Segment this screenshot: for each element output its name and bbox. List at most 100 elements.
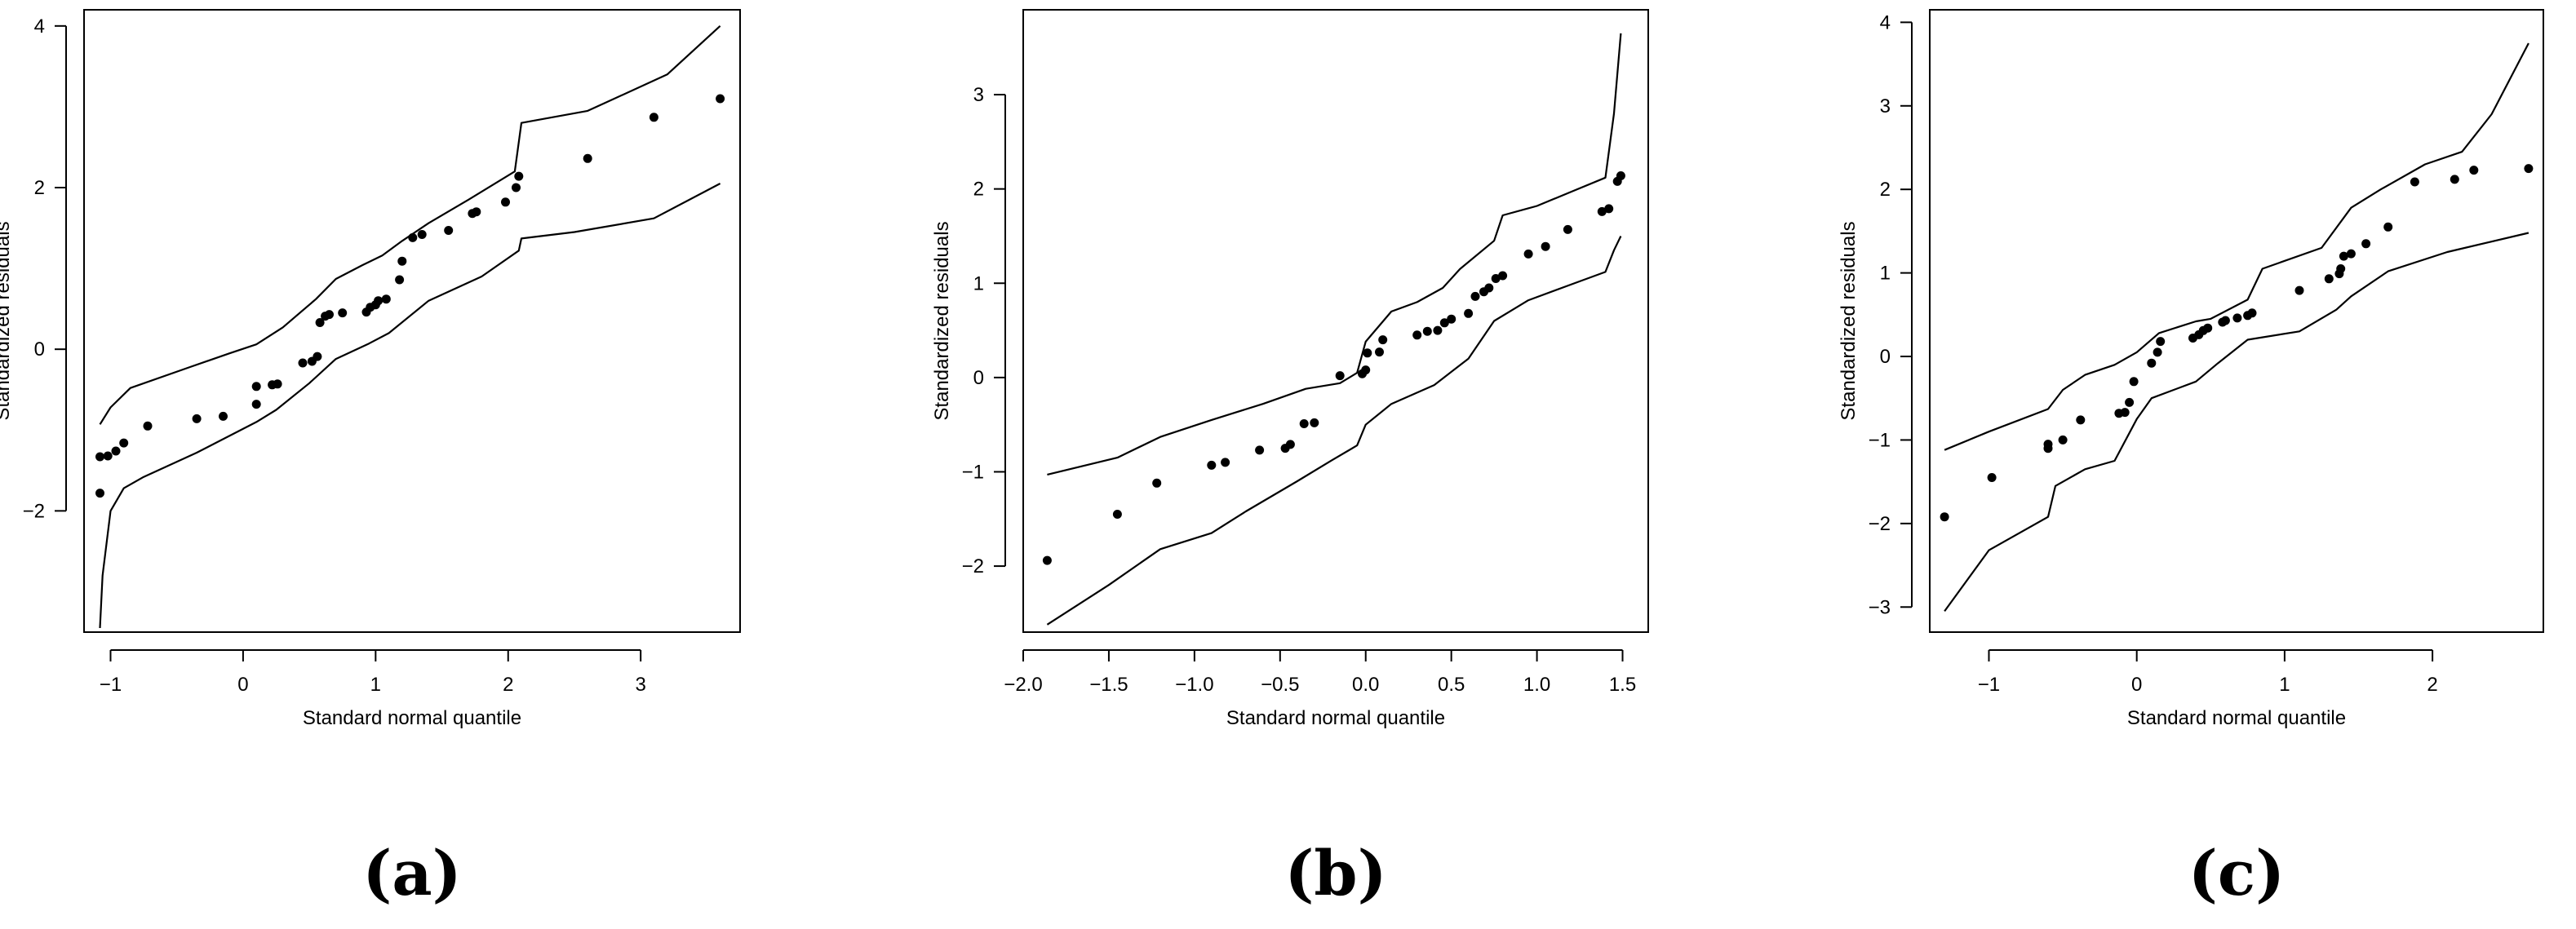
data-point bbox=[1375, 347, 1384, 357]
data-point bbox=[1563, 224, 1572, 234]
x-tick-label: −2.0 bbox=[1004, 674, 1042, 696]
data-point bbox=[143, 421, 153, 431]
data-point bbox=[501, 197, 510, 207]
data-point bbox=[2450, 175, 2459, 184]
data-point bbox=[251, 400, 261, 409]
data-point bbox=[2469, 166, 2479, 175]
data-point bbox=[1361, 365, 1371, 375]
data-point bbox=[1597, 206, 1607, 216]
x-tick-label: −0.5 bbox=[1261, 674, 1299, 696]
panel-label: (a) bbox=[362, 837, 461, 909]
x-tick-label: −1 bbox=[100, 674, 122, 696]
data-point bbox=[1604, 204, 1614, 214]
data-point bbox=[583, 153, 592, 163]
y-tick-label: 1 bbox=[973, 272, 984, 294]
data-point bbox=[219, 411, 228, 421]
data-point bbox=[1541, 241, 1550, 251]
data-point bbox=[1484, 283, 1494, 293]
x-tick-label: 2 bbox=[2427, 674, 2437, 696]
panel-c: −1 0 1 2 −3 −2 −1 0 1 2 3 4 Standard normal quantile… bbox=[1838, 9, 2544, 909]
panel-label: (c) bbox=[2188, 837, 2285, 909]
data-point bbox=[649, 113, 658, 122]
data-point bbox=[2147, 358, 2157, 368]
data-point bbox=[2294, 285, 2304, 295]
x-tick-label: 1 bbox=[370, 674, 381, 696]
data-point bbox=[2383, 222, 2393, 232]
data-point bbox=[397, 256, 407, 266]
data-point bbox=[514, 171, 524, 181]
data-point bbox=[2043, 440, 2053, 449]
data-point bbox=[2203, 323, 2213, 333]
data-point bbox=[1616, 171, 1625, 180]
data-point bbox=[111, 446, 121, 456]
data-point bbox=[408, 232, 418, 242]
data-point bbox=[1363, 348, 1372, 358]
data-point bbox=[417, 230, 427, 239]
x-tick-label: 0 bbox=[237, 674, 248, 696]
plot-frame bbox=[1929, 9, 2544, 633]
data-point bbox=[1335, 371, 1345, 381]
y-tick-label: −2 bbox=[1869, 513, 1891, 535]
panel-b: −2.0 −1.5 −1.0 −0.5 0.0 0.5 1.0 1.5 −2 −1 0 1 2 3 Stan… bbox=[931, 9, 1649, 909]
data-point bbox=[1422, 326, 1432, 336]
upper-envelope-line bbox=[1944, 42, 2529, 451]
y-tick-label: −3 bbox=[1869, 596, 1891, 618]
data-point bbox=[1491, 274, 1501, 283]
y-axis-label: Standardized residuals bbox=[931, 221, 953, 420]
data-point bbox=[1940, 512, 1949, 522]
y-tick-label: 2 bbox=[973, 179, 984, 201]
y-tick-label: −2 bbox=[962, 555, 984, 577]
data-point bbox=[1433, 325, 1443, 335]
data-point bbox=[2324, 274, 2334, 284]
upper-envelope-line bbox=[1047, 33, 1622, 476]
data-point bbox=[381, 294, 391, 304]
data-point bbox=[2120, 408, 2130, 418]
x-tick-label: 0.5 bbox=[1438, 674, 1465, 696]
plot-frame bbox=[1022, 9, 1649, 633]
data-point bbox=[1207, 460, 1217, 470]
data-point bbox=[273, 379, 282, 389]
data-point bbox=[1221, 458, 1230, 467]
data-point bbox=[2156, 337, 2166, 347]
y-tick-label: 4 bbox=[1880, 11, 1891, 33]
x-axis-label: Standard normal quantile bbox=[1226, 707, 1445, 729]
x-tick-label: −1.5 bbox=[1089, 674, 1128, 696]
y-tick-label: 3 bbox=[1880, 95, 1891, 117]
data-point bbox=[325, 310, 334, 320]
x-tick-label: 0.0 bbox=[1352, 674, 1379, 696]
data-point bbox=[716, 94, 725, 104]
data-point bbox=[1439, 318, 1449, 328]
y-tick-label: 1 bbox=[1880, 263, 1891, 285]
data-point bbox=[192, 414, 202, 423]
data-point bbox=[395, 275, 405, 285]
data-point bbox=[1112, 510, 1122, 519]
data-point bbox=[1464, 308, 1474, 318]
data-point bbox=[298, 358, 308, 368]
data-point bbox=[1255, 445, 1265, 455]
data-point bbox=[472, 207, 481, 217]
y-tick-label: −1 bbox=[962, 461, 984, 483]
x-tick-label: 3 bbox=[636, 674, 646, 696]
x-tick-label: 1.5 bbox=[1609, 674, 1636, 696]
data-point bbox=[1987, 473, 1997, 482]
y-axis-label: Standardized residuals bbox=[1838, 221, 1860, 420]
panel-a: −1 0 1 2 3 −2 0 2 4 Standard normal quantile Stand… bbox=[0, 9, 741, 909]
data-point bbox=[251, 382, 261, 392]
data-point bbox=[374, 296, 384, 306]
upper-envelope-line bbox=[99, 24, 721, 425]
data-point bbox=[2153, 347, 2162, 357]
data-point bbox=[2232, 313, 2242, 323]
data-point bbox=[512, 183, 521, 192]
x-tick-label: 0 bbox=[2131, 674, 2142, 696]
x-tick-label: −1 bbox=[1978, 674, 2000, 696]
x-axis-label: Standard normal quantile bbox=[303, 707, 521, 729]
data-point bbox=[2361, 239, 2371, 249]
data-point bbox=[2247, 308, 2257, 318]
data-point bbox=[315, 318, 325, 327]
data-point bbox=[2058, 435, 2068, 445]
data-point bbox=[2125, 397, 2135, 407]
data-point bbox=[444, 226, 454, 235]
data-point bbox=[1498, 271, 1508, 281]
data-point bbox=[103, 451, 113, 461]
